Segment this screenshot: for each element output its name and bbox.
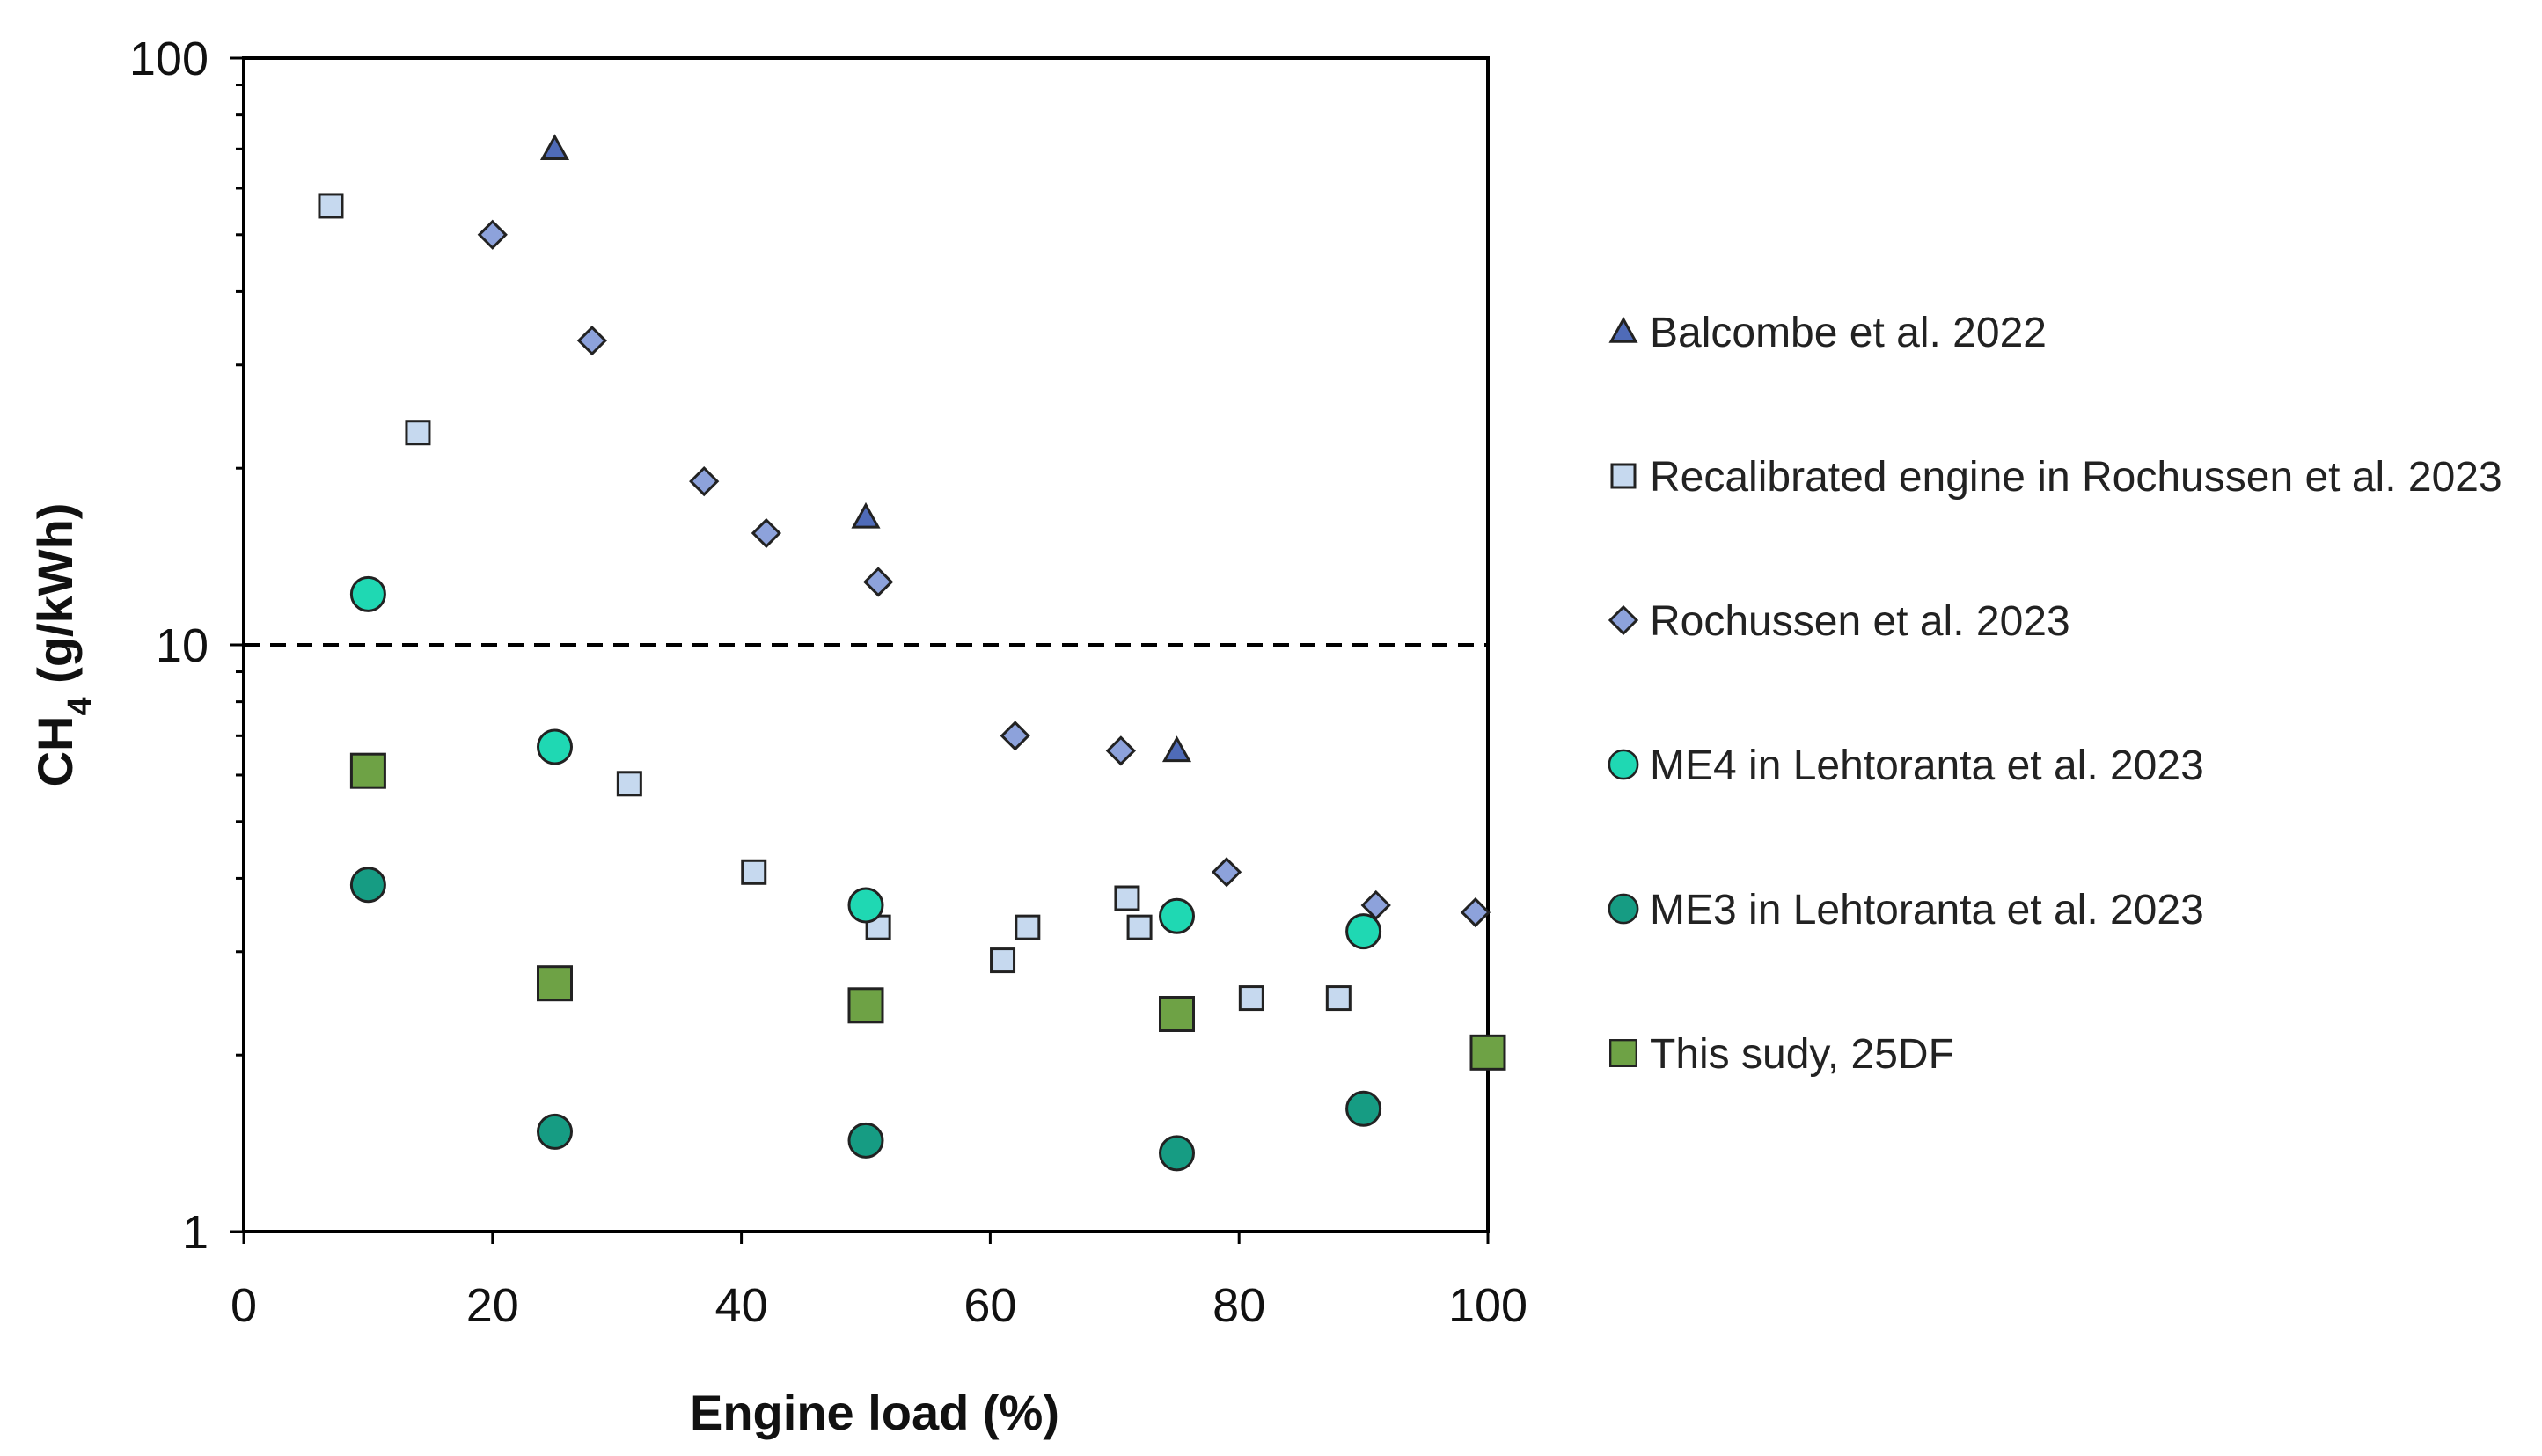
plot-area [242,56,1490,1233]
data-point [477,219,508,250]
data-point [741,859,767,885]
series-5 [349,752,1506,1071]
data-point [1238,985,1264,1012]
x-tick-label: 20 [466,1279,519,1332]
data-point [1126,914,1153,940]
data-point [847,887,884,924]
legend-label: This sudy, 25DF [1650,1031,1954,1078]
series-0 [539,134,1192,763]
y-axis-title-main: CH [27,716,83,787]
data-point [1015,914,1041,940]
data-point [847,1122,884,1159]
legend-square-marker [1609,1039,1637,1067]
data-point [751,517,782,549]
legend-label: Rochussen et al. 2023 [1650,598,2070,645]
data-point [616,771,642,797]
data-point [1159,1135,1195,1172]
legend-item: ME3 in Lehtoranta et al. 2023 [1608,887,2204,933]
data-point [576,326,608,356]
data-point [1161,735,1192,763]
x-axis-title: Engine load (%) [690,1385,1059,1440]
legend-triangle-marker [1608,316,1638,343]
series-4 [349,867,1382,1172]
series-1 [318,193,1352,1012]
data-point [539,134,570,161]
y-tick-label: 100 [129,33,209,85]
legend: Balcombe et al. 2022 Recalibrated engine … [1608,310,2502,1078]
legend-label: Recalibrated engine in Rochussen et al. … [1650,454,2502,501]
data-point [689,465,720,497]
data-point [537,1113,573,1150]
legend-item: This sudy, 25DF [1609,1031,1954,1078]
data-point [990,947,1016,974]
x-tick-label: 80 [1212,1279,1265,1332]
legend-circle-marker [1608,749,1639,780]
legend-square-marker [1610,463,1637,489]
data-point [1000,721,1030,751]
data-point [847,987,884,1024]
y-axis-title-unit: (g/kWh) [27,503,83,698]
legend-label: ME4 in Lehtoranta et al. 2023 [1650,743,2204,789]
x-tick-label: 40 [715,1279,768,1332]
legend-label: ME3 in Lehtoranta et al. 2023 [1650,887,2204,933]
data-point [1345,1090,1382,1127]
data-point [537,965,573,1002]
data-point [1105,735,1136,766]
legend-label: Balcombe et al. 2022 [1650,310,2047,356]
data-point [349,867,386,904]
data-point [1460,896,1491,928]
data-marks [318,134,1506,1172]
data-point [1345,913,1382,950]
axes: 1 10 100 0 20 40 60 80 100 Engine load (%) CH4 (g/… [27,33,1527,1440]
legend-diamond-marker [1608,604,1639,636]
data-point [1211,857,1242,888]
y-tick-label: 10 [156,619,209,672]
data-point [1469,1034,1506,1071]
y-tick-label: 1 [182,1206,209,1259]
legend-circle-marker [1608,893,1639,925]
data-point [863,567,894,597]
y-axis-title-subscript: 4 [62,697,99,715]
legend-item: Rochussen et al. 2023 [1608,598,2070,645]
x-tick-label: 100 [1448,1279,1527,1332]
data-point [1159,995,1195,1032]
data-point [349,752,386,789]
series-2 [477,219,1491,928]
data-point [851,501,881,529]
data-point [405,420,431,446]
data-point [318,193,344,219]
legend-item: Recalibrated engine in Rochussen et al. … [1610,454,2502,501]
series-3 [349,575,1382,950]
data-point [1159,897,1195,934]
data-point [1114,885,1140,911]
legend-item: Balcombe et al. 2022 [1608,310,2047,356]
x-tick-label: 0 [231,1279,257,1332]
data-point [1325,985,1352,1012]
y-axis-title: CH4 (g/kWh) [27,503,99,787]
x-tick-label: 60 [963,1279,1016,1332]
data-point [349,575,386,612]
legend-item: ME4 in Lehtoranta et al. 2023 [1608,743,2204,789]
data-point [537,728,573,765]
